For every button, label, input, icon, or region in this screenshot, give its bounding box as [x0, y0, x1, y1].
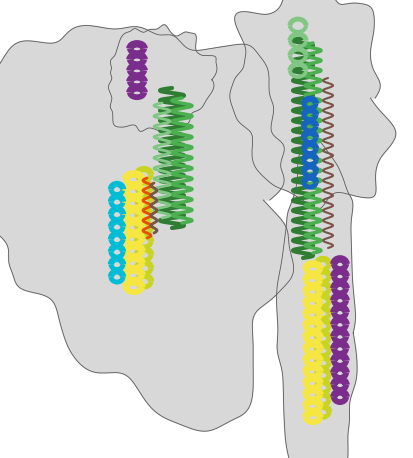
Polygon shape [276, 135, 356, 458]
Polygon shape [229, 0, 395, 210]
Polygon shape [0, 26, 293, 431]
Polygon shape [108, 25, 216, 132]
